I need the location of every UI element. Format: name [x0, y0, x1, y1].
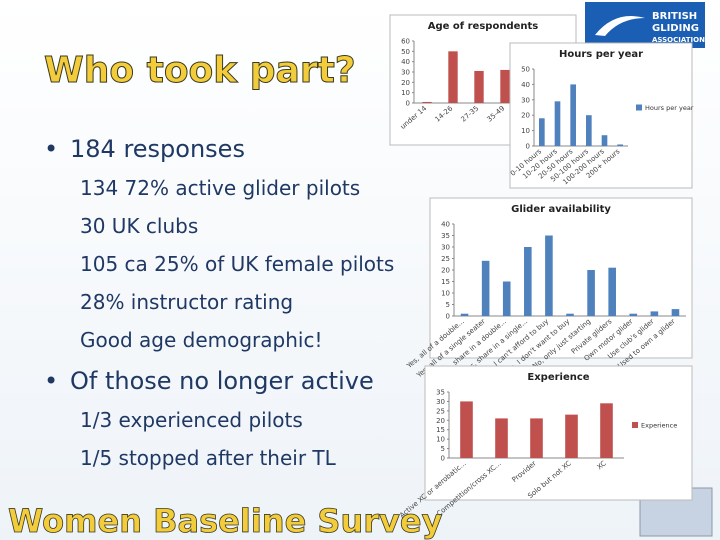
sub-bullet-text: 1/5 stopped after their TL: [80, 446, 337, 470]
chart-title: Age of respondents: [428, 21, 539, 32]
legend-swatch: [636, 104, 642, 111]
y-tick-label: 40: [441, 221, 450, 229]
bar: [545, 235, 553, 316]
y-tick-label: 50: [521, 66, 530, 74]
legend-label: Hours per year: [645, 104, 694, 112]
bar: [460, 313, 469, 316]
chart: Glider availability0510152025303540Yes, …: [405, 197, 693, 380]
bullet-dot: •: [44, 367, 58, 395]
bar: [524, 247, 532, 316]
y-tick-label: 30: [436, 398, 445, 406]
y-tick-label: 5: [441, 445, 445, 453]
y-tick-label: 5: [446, 301, 450, 309]
bar: [629, 313, 638, 316]
bar: [586, 115, 592, 146]
logo-text: BRITISH: [652, 11, 697, 22]
y-tick-label: 30: [521, 96, 530, 104]
bar: [608, 267, 616, 316]
bar: [460, 401, 473, 458]
bullet-list: • 184 responses 134 72% active glider pilo…: [44, 135, 394, 470]
bar: [481, 260, 490, 316]
bar: [600, 403, 613, 458]
bar: [565, 414, 578, 458]
y-tick-label: 40: [521, 81, 530, 89]
chart-title: Glider availability: [511, 204, 611, 215]
bar: [474, 70, 484, 103]
bar: [554, 101, 561, 146]
legend-swatch: [632, 422, 638, 428]
logo-text: ASSOCIATION: [652, 36, 705, 44]
bar: [617, 144, 623, 146]
legend-label: Experience: [641, 422, 677, 430]
sub-bullet-text: 105 ca 25% of UK female pilots: [80, 252, 394, 276]
y-tick-label: 30: [441, 244, 450, 252]
sub-bullet-text: Good age demographic!: [80, 328, 322, 352]
y-tick-label: 0: [446, 313, 450, 321]
y-tick-label: 30: [401, 69, 410, 77]
bar: [587, 270, 595, 316]
chart-frame: [424, 365, 693, 501]
y-tick-label: 50: [401, 48, 410, 56]
y-tick-label: 25: [441, 255, 450, 263]
y-tick-label: 0: [526, 143, 530, 151]
chart-frame: [509, 42, 693, 189]
bar: [448, 51, 458, 103]
bar: [500, 69, 510, 103]
y-tick-label: 35: [441, 232, 450, 240]
bar: [566, 313, 574, 316]
sub-bullet-text: 28% instructor rating: [80, 290, 293, 314]
footer: Women Baseline Survey: [8, 502, 443, 540]
y-tick-label: 15: [436, 426, 445, 434]
y-tick-label: 10: [401, 89, 410, 97]
y-tick-label: 15: [441, 278, 450, 286]
chart-title: Hours per year: [559, 49, 643, 60]
bar: [671, 309, 680, 316]
y-tick-label: 0: [441, 455, 445, 463]
sub-bullet-text: 30 UK clubs: [80, 214, 198, 238]
bar: [539, 118, 545, 146]
y-tick-label: 25: [436, 407, 445, 415]
sub-bullet-text: 134 72% active glider pilots: [80, 176, 360, 200]
y-tick-label: 10: [521, 127, 530, 135]
y-tick-label: 20: [401, 79, 410, 87]
y-tick-label: 20: [436, 417, 445, 425]
y-tick-label: 10: [441, 290, 450, 298]
y-tick-label: 20: [521, 112, 530, 120]
chart-title: Experience: [527, 372, 589, 383]
bullet-text: Of those no longer active: [70, 367, 374, 395]
logo-box: [585, 2, 705, 48]
bar: [650, 311, 659, 316]
bar: [570, 84, 576, 146]
logo-text: GLIDING: [652, 23, 699, 34]
bullet-text: 184 responses: [70, 135, 245, 163]
y-tick-label: 0: [406, 100, 410, 108]
logo: BRITISH GLIDING ASSOCIATION: [585, 2, 705, 48]
y-tick-label: 60: [401, 38, 410, 46]
sub-bullet-text: 1/3 experienced pilots: [80, 408, 303, 432]
bullet-dot: •: [44, 135, 58, 163]
bar: [530, 418, 543, 458]
bar: [495, 418, 508, 458]
slide-title: Who took part?: [44, 50, 356, 91]
y-tick-label: 20: [441, 267, 450, 275]
bar: [601, 135, 608, 146]
y-tick-label: 10: [436, 436, 445, 444]
chart-frame: [429, 197, 693, 359]
y-tick-label: 40: [401, 58, 410, 66]
bar: [502, 281, 511, 316]
y-tick-label: 35: [436, 389, 445, 397]
bar: [422, 101, 432, 103]
logo-wing: [595, 16, 645, 36]
